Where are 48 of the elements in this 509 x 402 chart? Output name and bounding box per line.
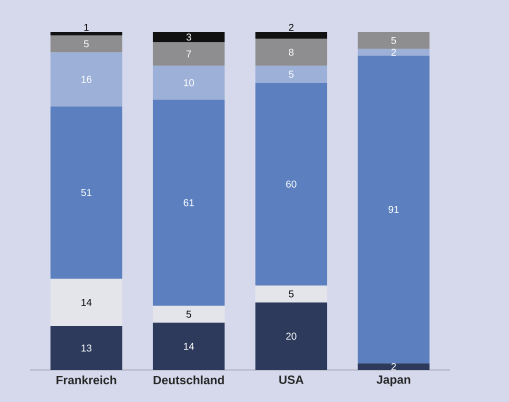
data-label: 5: [391, 36, 396, 44]
bar: [50, 106, 122, 279]
bar: [50, 326, 122, 370]
x-tick-label: USA: [279, 376, 304, 384]
x-tick-label: Frankreich: [56, 376, 116, 384]
bar: [152, 306, 225, 323]
data-label: 3: [186, 34, 192, 41]
bar: [255, 302, 328, 370]
data-label: 8: [288, 48, 294, 56]
data-label: 2: [391, 363, 396, 370]
data-label: 14: [184, 342, 194, 350]
bar: [255, 66, 328, 83]
data-label: 2: [288, 24, 294, 31]
data-label: 60: [286, 180, 296, 188]
bar: [358, 48, 430, 56]
bar: [50, 278, 122, 326]
data-label: 5: [84, 40, 89, 48]
data-label: 20: [286, 332, 296, 340]
data-label: 5: [186, 310, 192, 318]
bar: [255, 38, 328, 66]
bar: [152, 322, 225, 370]
data-label: 1: [84, 24, 89, 31]
data-label: 5: [288, 290, 294, 298]
bar: [358, 32, 430, 49]
data-label: 2: [391, 48, 396, 56]
data-label: 51: [81, 189, 92, 196]
data-label: 61: [184, 199, 194, 206]
data-label: 7: [186, 50, 192, 58]
bar: [50, 35, 122, 52]
x-tick-label: Japan: [376, 376, 410, 386]
bar: [255, 32, 328, 39]
data-label: 5: [288, 70, 294, 78]
data-label: 13: [82, 344, 92, 352]
x-tick-label: Deutschland: [154, 376, 224, 384]
bar: [358, 363, 430, 370]
bar: [50, 32, 122, 36]
data-label: 91: [388, 206, 399, 213]
bar: [50, 52, 122, 106]
bar: [152, 100, 225, 306]
bar: [358, 56, 430, 364]
bar: [255, 286, 328, 302]
data-label: 14: [82, 298, 92, 306]
data-label: 16: [82, 76, 92, 83]
data-label: 10: [184, 79, 194, 86]
bar: [152, 42, 225, 66]
bar: [255, 82, 328, 286]
bar: [152, 32, 225, 42]
bar: [152, 66, 225, 100]
